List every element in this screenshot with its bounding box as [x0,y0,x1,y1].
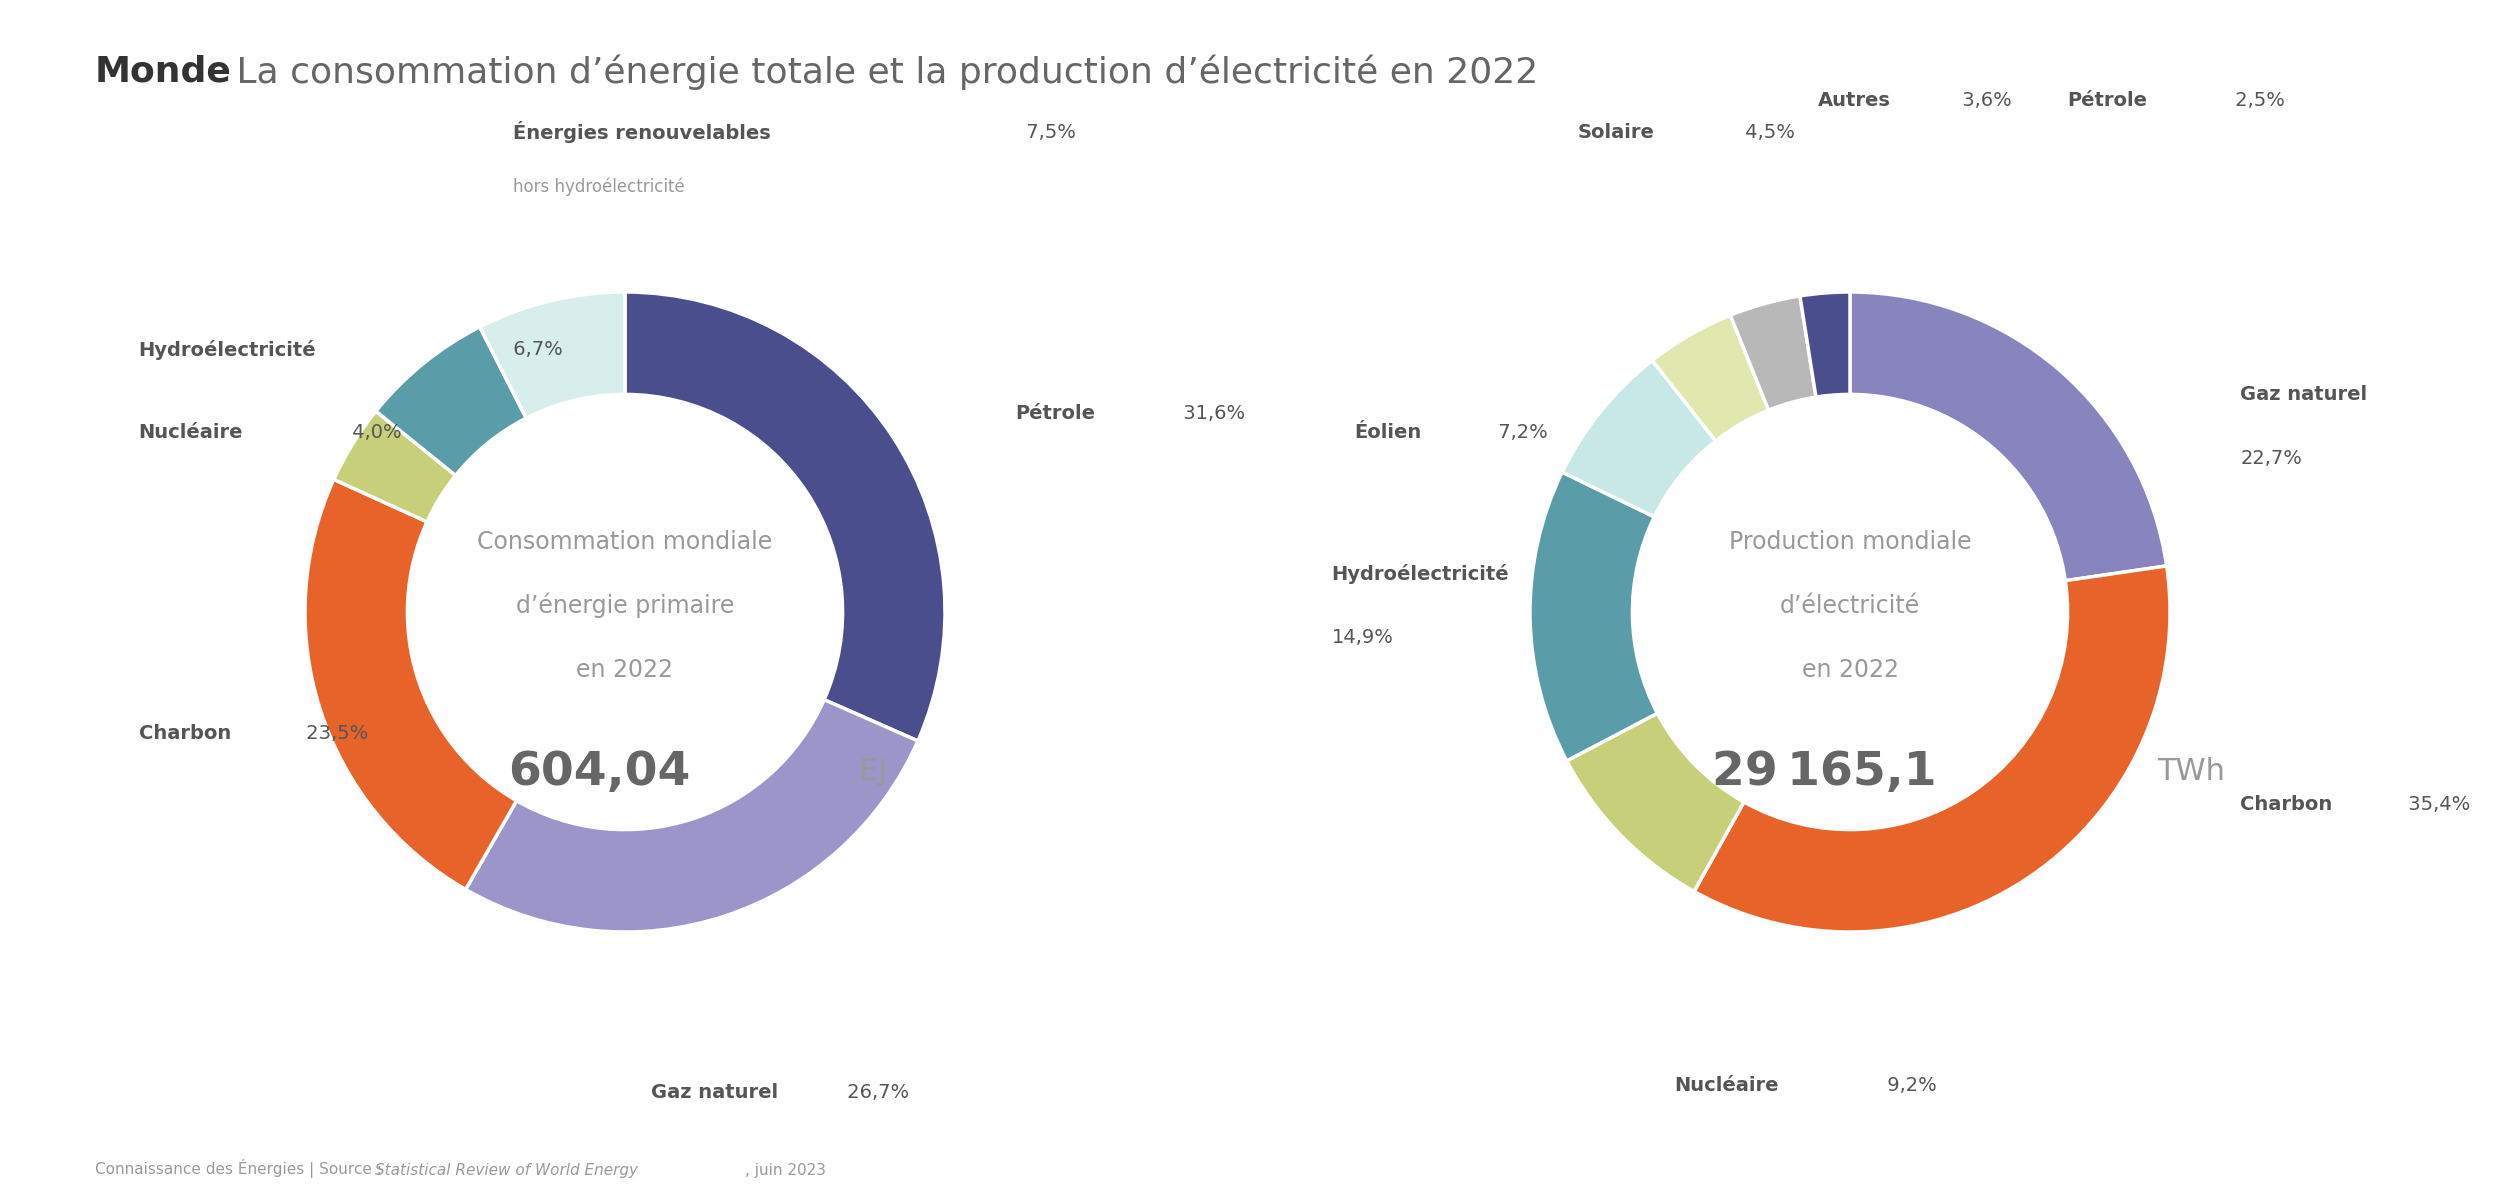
Wedge shape [1850,292,2168,581]
Wedge shape [335,412,455,522]
Text: Consommation mondiale: Consommation mondiale [478,529,772,553]
Wedge shape [1652,316,1767,440]
Text: Monde: Monde [95,54,232,88]
Text: 9,2%: 9,2% [1882,1076,1938,1096]
Text: 4,5%: 4,5% [1740,122,1795,142]
Text: Hydroélectricité: Hydroélectricité [138,340,315,360]
Text: Pétrole: Pétrole [1015,404,1095,424]
Text: 23,5%: 23,5% [300,724,368,743]
Text: Statistical Review of World Energy: Statistical Review of World Energy [375,1164,638,1178]
Text: en 2022: en 2022 [578,658,672,682]
Text: Nucléaire: Nucléaire [138,424,242,443]
Text: Connaissance des Énergies | Source :: Connaissance des Énergies | Source : [95,1159,388,1178]
Text: d’énergie primaire: d’énergie primaire [515,593,735,618]
Wedge shape [1568,713,1745,892]
Text: hors hydroélectricité: hors hydroélectricité [512,178,685,196]
Text: 604,04: 604,04 [508,750,690,794]
Text: TWh: TWh [2158,757,2225,786]
Text: Production mondiale: Production mondiale [1727,529,1972,553]
Text: 22,7%: 22,7% [2240,449,2302,468]
Wedge shape [1530,472,1658,761]
Text: Charbon: Charbon [138,724,230,743]
Text: 3,6%: 3,6% [1955,90,2012,109]
Text: Autres: Autres [1818,90,1890,109]
Text: Gaz naturel: Gaz naturel [650,1082,778,1102]
Text: La consommation d’énergie totale et la production d’électricité en 2022: La consommation d’énergie totale et la p… [225,54,1538,90]
Text: 26,7%: 26,7% [842,1082,910,1102]
Text: Hydroélectricité: Hydroélectricité [1332,564,1510,583]
Text: Charbon: Charbon [2240,794,2332,814]
Text: Pétrole: Pétrole [2068,90,2148,109]
Text: 29 165,1: 29 165,1 [1713,750,1938,794]
Text: EJ: EJ [858,757,888,786]
Text: 6,7%: 6,7% [508,340,562,359]
Text: 14,9%: 14,9% [1332,628,1392,647]
Text: Énergies renouvelables: Énergies renouvelables [512,121,770,143]
Text: en 2022: en 2022 [1802,658,1898,682]
Text: Éolien: Éolien [1355,424,1420,443]
Text: , juin 2023: , juin 2023 [745,1164,825,1178]
Text: d’électricité: d’électricité [1780,594,1920,618]
Text: 7,5%: 7,5% [1020,122,1075,142]
Wedge shape [1562,360,1715,517]
Wedge shape [1695,566,2170,932]
Text: 2,5%: 2,5% [2230,90,2285,109]
Wedge shape [1730,296,1815,410]
Wedge shape [375,326,525,475]
Wedge shape [480,292,625,418]
Text: 7,2%: 7,2% [1492,424,1548,443]
Wedge shape [305,479,518,889]
Wedge shape [1800,292,1850,397]
Text: 35,4%: 35,4% [2402,794,2470,814]
Wedge shape [625,292,945,740]
Wedge shape [465,700,918,932]
Text: Gaz naturel: Gaz naturel [2240,385,2368,404]
Text: Solaire: Solaire [1578,122,1655,142]
Text: 31,6%: 31,6% [1178,404,1245,424]
Text: 4,0%: 4,0% [345,424,403,443]
Text: Nucléaire: Nucléaire [1675,1076,1777,1096]
